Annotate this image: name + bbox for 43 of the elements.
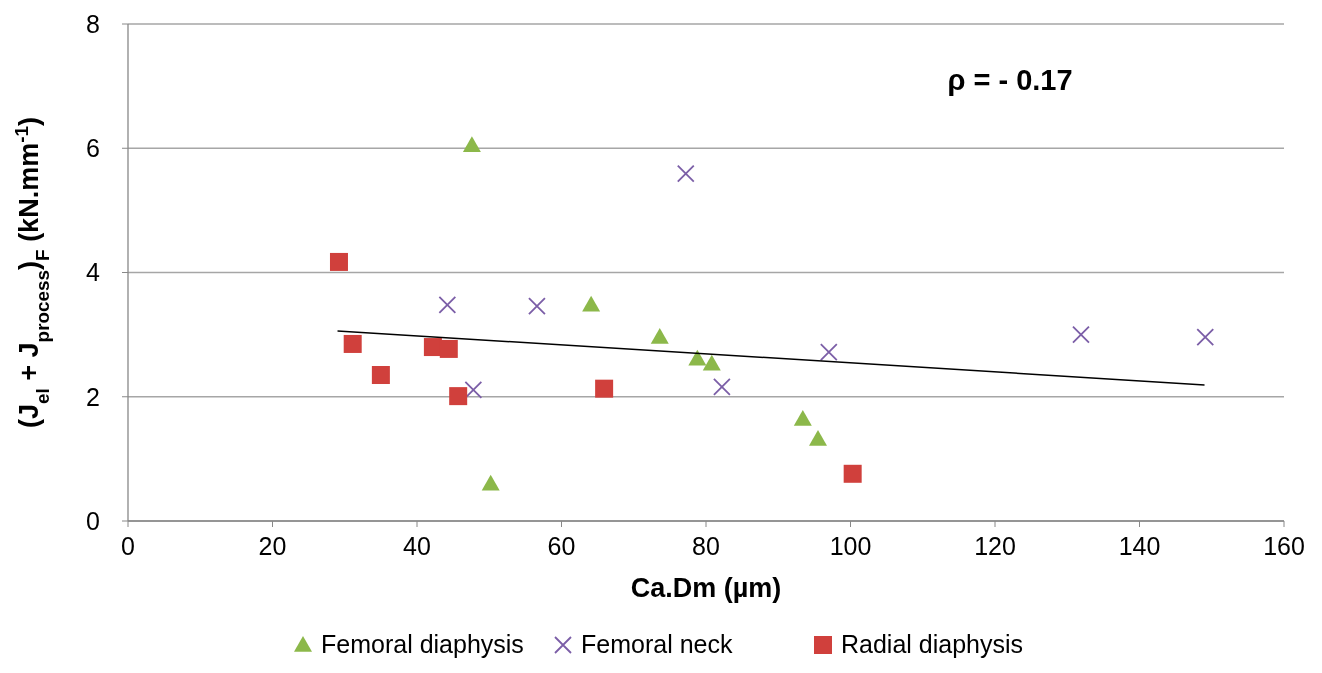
x-tick-label: 120 [974,532,1016,560]
point [329,252,348,271]
point [819,343,838,361]
legend-label: Femoral diaphysis [321,630,524,658]
point [713,377,731,396]
y-tick-label: 4 [86,258,101,287]
y-tick-label: 8 [86,9,100,38]
y-tick-label: 0 [86,506,100,535]
point [462,136,481,152]
point [595,379,614,398]
point [371,366,390,385]
point [793,410,812,426]
point [1072,325,1090,344]
point [438,295,457,314]
point [808,429,827,446]
legend-label: Radial diaphysis [841,630,1024,658]
annotation: ρ = - 0.17 [947,64,1073,96]
x-tick-label: 40 [403,532,431,560]
x-tick-label: 100 [829,532,872,560]
x-tick-label: 60 [547,532,576,560]
point [676,164,695,183]
x-tick-label: 160 [1263,532,1305,560]
point [449,387,468,406]
x-tick-label: 20 [258,532,287,560]
point [688,349,707,366]
x-tick-label: 140 [1118,532,1161,560]
point [702,354,721,371]
point [650,328,669,344]
y-tick-label: 2 [86,382,100,411]
y-tick-label: 6 [86,134,100,162]
x-tick-label: 0 [121,532,135,560]
point [843,464,862,483]
point [464,381,483,399]
point [582,295,601,312]
legend-label: Femoral neck [581,630,733,658]
x-tick-label: 80 [692,532,720,560]
point [481,474,500,491]
point [528,297,546,315]
point [343,334,362,353]
point [1196,328,1215,347]
x-axis-title: Ca.Dm (µm) [630,573,782,603]
point [439,339,458,358]
point [423,338,442,357]
